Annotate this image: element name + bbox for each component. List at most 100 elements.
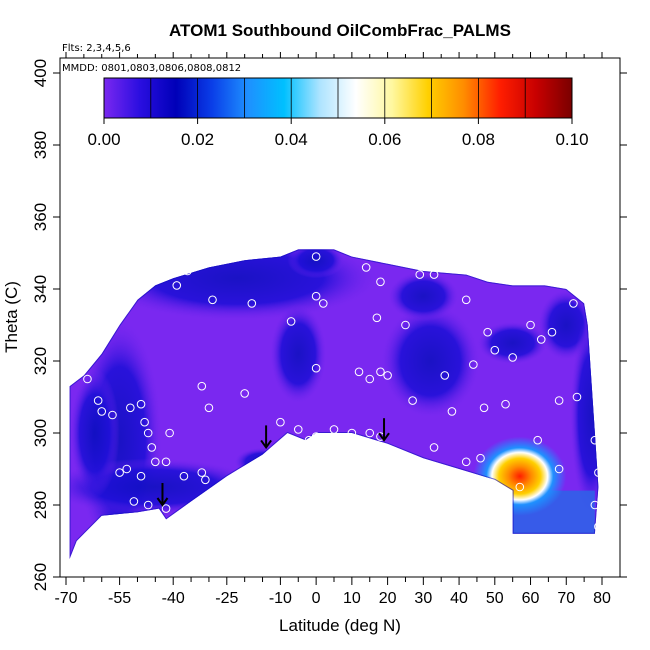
x-tick-label: 10 (343, 590, 361, 607)
observation-point (401, 320, 410, 330)
colorbar-tick-label: 0.02 (181, 130, 214, 149)
observation-point (154, 263, 164, 272)
observation-point (204, 403, 214, 413)
observation-point (365, 428, 375, 438)
observation-point (143, 500, 153, 510)
observation-point (590, 500, 600, 510)
observation-point (151, 457, 160, 467)
observation-point (240, 389, 249, 398)
observation-point (83, 374, 92, 384)
observation-point (179, 471, 189, 481)
observation-point (347, 428, 357, 438)
field-shape (69, 249, 599, 559)
colorbar-tick-label: 0.06 (368, 130, 401, 149)
flight-arrows (156, 418, 390, 507)
flight-arrow (156, 483, 169, 507)
dates-note: MMDD: 0801,0803,0806,0808,0812 (62, 63, 241, 74)
observation-point (461, 457, 471, 467)
observation-point (508, 353, 517, 362)
x-tick-label: -55 (108, 590, 131, 607)
x-tick-label: 50 (486, 590, 504, 607)
colorbar-ticks: 0.00 0.02 0.04 0.06 0.08 0.10 (87, 118, 589, 149)
x-tick-label: 30 (414, 590, 432, 607)
observation-point (108, 410, 117, 420)
observation-point (126, 403, 135, 413)
flight-arrow (378, 418, 390, 442)
observation-point (311, 363, 321, 373)
observation-point (147, 443, 157, 452)
observation-point (429, 270, 439, 279)
observation-point (376, 277, 385, 287)
y-tick-label: 320 (31, 347, 50, 375)
x-tick-label: -40 (162, 590, 185, 607)
x-tick-label: 80 (593, 590, 611, 607)
observation-point (197, 381, 207, 391)
chart-title: ATOM1 Southbound OilCombFrac_PALMS (169, 21, 511, 40)
observation-point (483, 327, 492, 337)
observation-point (136, 471, 146, 481)
observation-point (526, 320, 535, 330)
observation-point (361, 263, 371, 272)
observation-point (547, 327, 557, 337)
plot-frame (59, 57, 621, 578)
observation-point (365, 374, 375, 384)
x-axis: -70 -55 -40 -25 -10 0 10 20 30 40 50 60 70 80 (54, 52, 611, 607)
observation-point (590, 435, 600, 445)
y-tick-label: 260 (31, 563, 50, 591)
observation-point (372, 313, 382, 323)
y-tick-label: 360 (31, 203, 50, 231)
field-structure (94, 249, 381, 322)
observation-point (440, 371, 450, 380)
observation-point (415, 270, 425, 279)
x-tick-label: 70 (557, 590, 575, 607)
observation-point (533, 435, 542, 445)
observation-point (140, 417, 149, 427)
observation-point (490, 345, 500, 355)
y-tick-label: 400 (31, 59, 50, 87)
y-axis-label: Theta (C) (2, 281, 21, 353)
field-structure (569, 314, 599, 516)
observation-point (172, 281, 182, 290)
observation-point (501, 399, 510, 409)
observation-point (447, 407, 457, 416)
observation-point (183, 266, 192, 276)
x-axis-label: Latitude (deg N) (279, 616, 401, 635)
observation-point (461, 295, 471, 305)
field-structure (387, 271, 460, 322)
observation-point (408, 396, 417, 405)
observation-point (311, 432, 321, 441)
observation-point (354, 367, 364, 377)
observation-point (594, 468, 603, 477)
observation-point (97, 407, 107, 416)
observation-point (311, 252, 321, 261)
colorbar: 0.00 0.02 0.04 0.06 0.08 0.10 (87, 77, 589, 149)
x-tick-label: 60 (522, 590, 540, 607)
heatmap-field (69, 249, 599, 559)
flight-arrow (260, 425, 272, 450)
observation-point (143, 428, 153, 438)
observation-point (247, 299, 257, 308)
colorbar-tick-label: 0.10 (555, 130, 588, 149)
observation-point (122, 464, 132, 474)
observation-point (115, 468, 124, 477)
observation-point (161, 457, 171, 467)
observation-point (161, 504, 171, 513)
x-tick-label: 40 (450, 590, 468, 607)
observation-point (594, 522, 603, 531)
colorbar-dividers (150, 78, 573, 118)
observation-point (554, 464, 564, 474)
observation-points (83, 252, 603, 531)
x-tick-label: 20 (379, 590, 397, 607)
field-structure (69, 368, 120, 498)
observation-point (572, 392, 582, 402)
y-tick-label: 340 (31, 275, 50, 303)
observation-point (476, 453, 485, 463)
observation-point (311, 291, 321, 301)
x-tick-label: -10 (269, 590, 292, 607)
observation-point (197, 468, 207, 477)
colorbar-tick-label: 0.04 (275, 130, 308, 149)
observation-point (208, 295, 217, 305)
observation-point (165, 428, 174, 438)
field-hotspot (473, 436, 567, 516)
